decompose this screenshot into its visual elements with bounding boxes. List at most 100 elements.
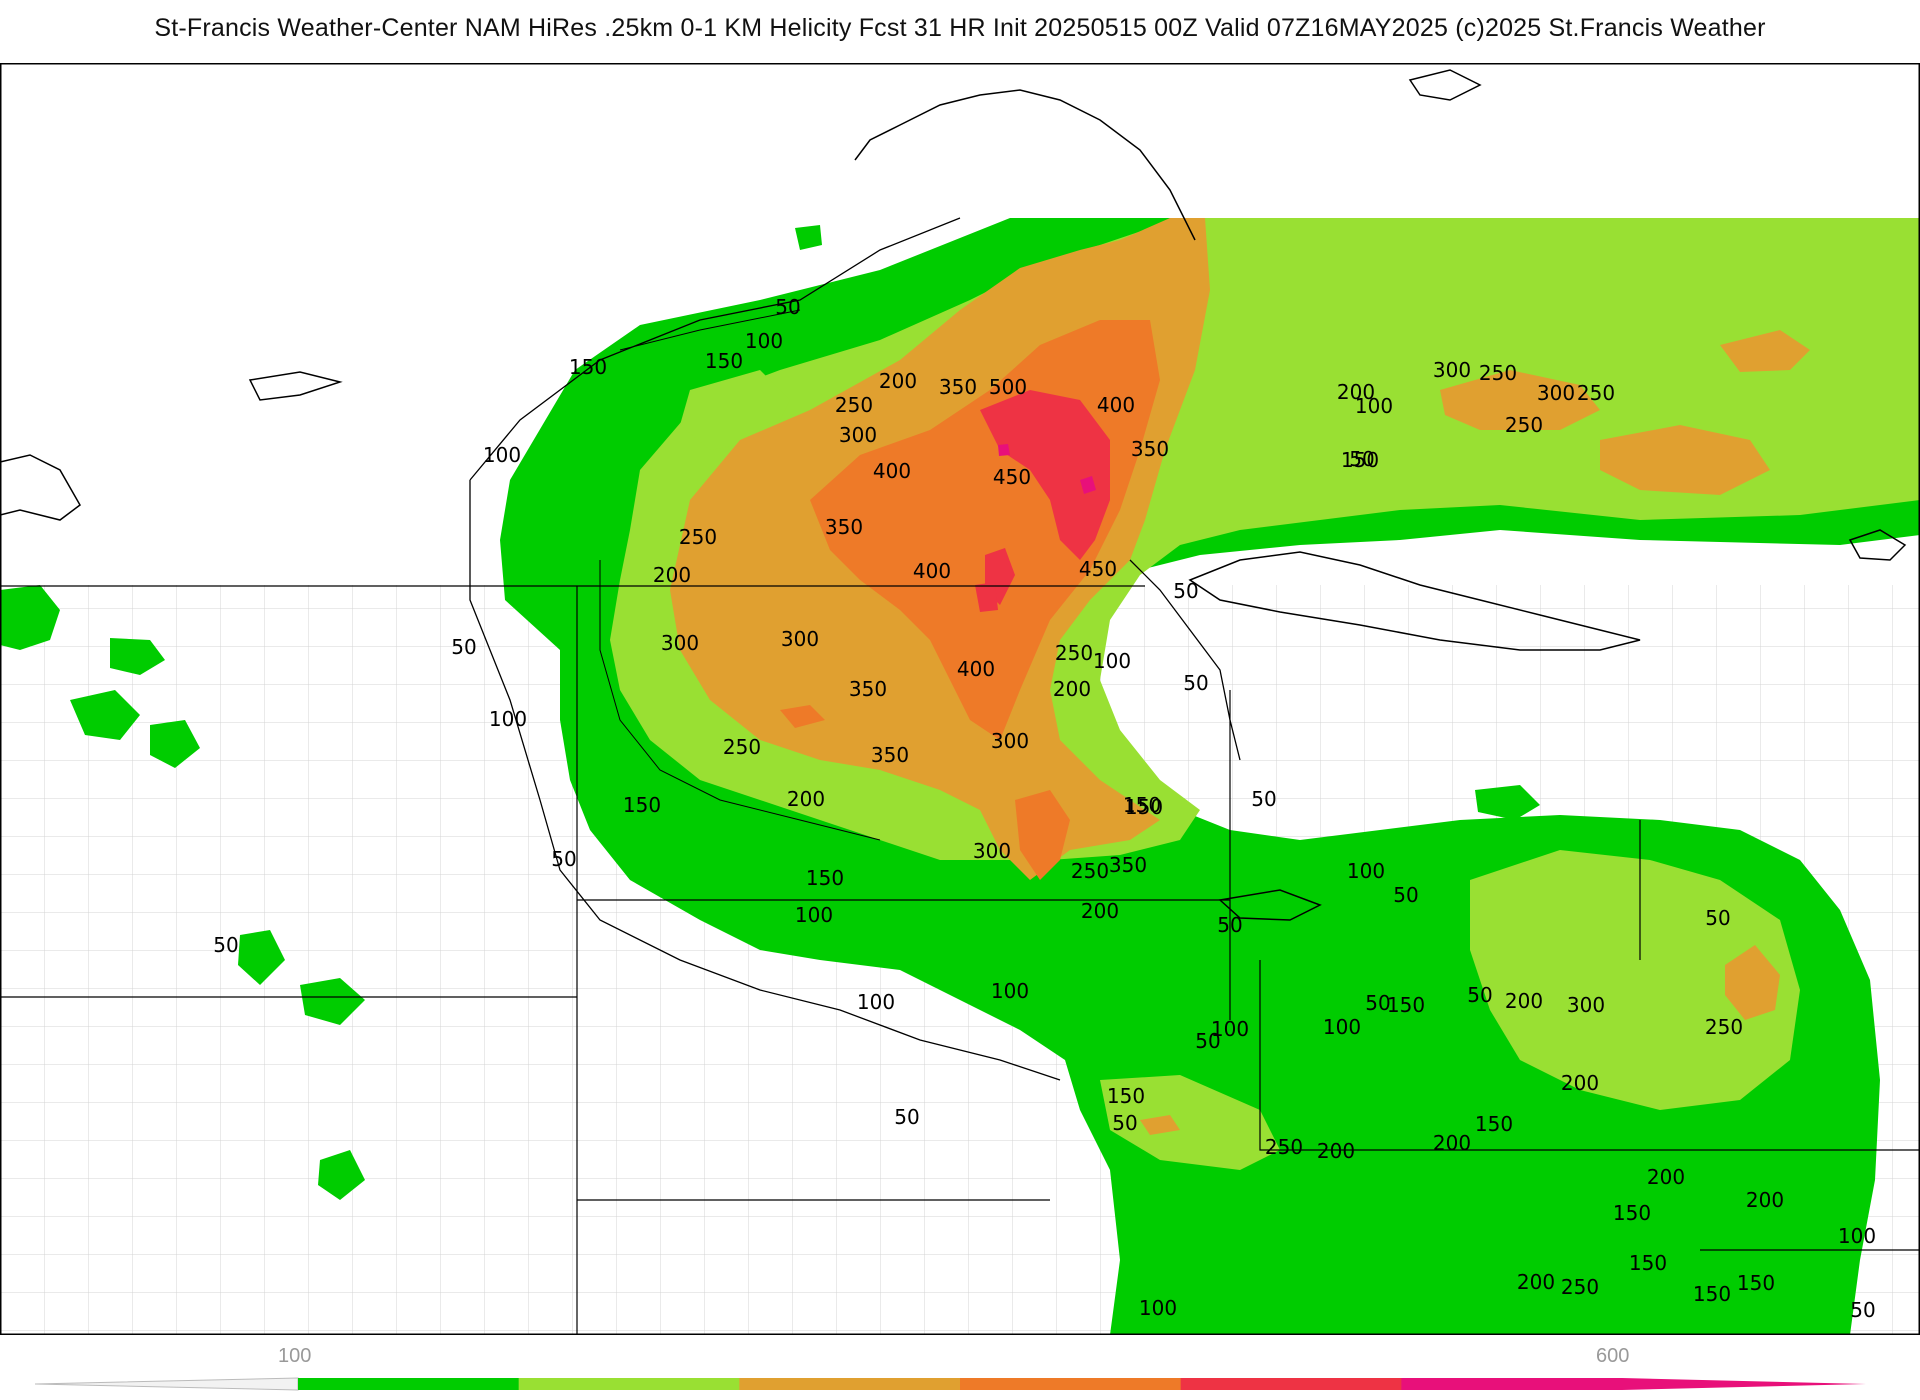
contour-label: 250 — [723, 735, 761, 759]
contour-line-150 — [599, 309, 881, 841]
contour-label: 300 — [661, 631, 699, 655]
helicity-band-500 — [980, 390, 1110, 560]
contour-label: 200 — [1433, 1131, 1471, 1155]
contour-label: 50 — [1850, 1298, 1875, 1322]
contour-label: 100 — [1211, 1017, 1249, 1041]
contour-label: 300 — [1537, 381, 1575, 405]
contour-label: 100 — [483, 443, 521, 467]
colorbar-tick-label: 100 — [278, 1345, 312, 1367]
contour-label: 150 — [1125, 795, 1163, 819]
contour-label: 200 — [1053, 677, 1091, 701]
contour-label: 350 — [1109, 853, 1147, 877]
contour-label: 200 — [1746, 1188, 1784, 1212]
contour-label: 100 — [795, 903, 833, 927]
helicity-blob-100g — [318, 1150, 365, 1200]
contour-label: 300 — [973, 839, 1011, 863]
contour-label: 50 — [1705, 906, 1730, 930]
helicity-blob-300d — [1725, 945, 1780, 1020]
helicity-blob-100a — [0, 585, 60, 650]
colorbar: 100 600 — [0, 1335, 1920, 1400]
helicity-blob-600a — [998, 444, 1010, 456]
contour-label: 200 — [1317, 1139, 1355, 1163]
helicity-blob-100f — [300, 978, 365, 1025]
contour-label: 250 — [1055, 641, 1093, 665]
contour-label: 100 — [1347, 859, 1385, 883]
contour-label: 100 — [1323, 1015, 1361, 1039]
contour-label: 300 — [1433, 358, 1471, 382]
contour-label: 100 — [857, 990, 895, 1014]
lake-outline-a — [248, 371, 343, 401]
contour-label: 150 — [569, 355, 607, 379]
contour-label: 50 — [1112, 1111, 1137, 1135]
contour-label: 200 — [879, 369, 917, 393]
colorbar-tick-label: 600 — [1596, 1345, 1630, 1367]
contour-label: 300 — [991, 729, 1029, 753]
contour-label: 100 — [1139, 1296, 1177, 1320]
contour-label: 400 — [913, 559, 951, 583]
map-panel[interactable]: 50 100 150 200 350 500 400 250 300 400 450 350 100 15… — [0, 63, 1920, 1335]
contour-label: 50 — [1217, 913, 1242, 937]
lake-outline-d — [1218, 889, 1322, 921]
contour-label: 150 — [1341, 448, 1379, 472]
contour-label: 450 — [993, 465, 1031, 489]
map-border — [0, 63, 1920, 1335]
contour-label: 100 — [1355, 394, 1393, 418]
contour-label: 50 — [1173, 579, 1198, 603]
contour-label: 200 — [653, 563, 691, 587]
colorbar-high-arrow — [1622, 1378, 1866, 1390]
colorbar-bin — [518, 1378, 740, 1390]
contour-label: 150 — [1693, 1282, 1731, 1306]
helicity-blob-100b — [70, 690, 140, 740]
contour-label: 100 — [489, 707, 527, 731]
helicity-blob-100d — [110, 638, 165, 675]
contour-label: 400 — [957, 657, 995, 681]
contour-label: 100 — [1093, 649, 1131, 673]
contour-label: 350 — [871, 743, 909, 767]
contour-label: 350 — [849, 677, 887, 701]
contour-line-50 — [469, 217, 1241, 1081]
contour-label: 200 — [787, 787, 825, 811]
contour-label: 250 — [1505, 413, 1543, 437]
helicity-blob-300c — [1720, 330, 1810, 372]
coastline — [0, 454, 81, 521]
contour-label: 50 — [451, 635, 476, 659]
helicity-blob-200a — [1470, 850, 1800, 1110]
helicity-blob-400a — [1015, 790, 1070, 880]
state-boundaries — [0, 585, 1920, 1335]
contour-label: 350 — [1131, 437, 1169, 461]
contour-label: 150 — [1629, 1251, 1667, 1275]
helicity-blob-200c — [680, 370, 790, 450]
contour-label: 50 — [1183, 671, 1208, 695]
colorbar-low-arrow — [34, 1377, 299, 1391]
contour-label: 100 — [745, 329, 783, 353]
page-title: St-Francis Weather-Center NAM HiRes .25k… — [154, 14, 1766, 42]
contour-label: 250 — [1705, 1015, 1743, 1039]
helicity-blob-100h — [795, 225, 822, 250]
state-line-6 — [1259, 960, 1920, 1151]
helicity-blob-400b — [780, 705, 825, 728]
colorbar-bin — [960, 1378, 1182, 1390]
contour-label: 200 — [1505, 989, 1543, 1013]
contour-label: 400 — [873, 459, 911, 483]
colorbar-bin — [739, 1378, 961, 1390]
contour-label: 50 — [775, 295, 800, 319]
contour-label: 200 — [1337, 380, 1375, 404]
contour-label: 250 — [835, 393, 873, 417]
colorbar-bin — [1180, 1378, 1402, 1390]
contour-label: 250 — [1479, 361, 1517, 385]
contour-label: 250 — [1265, 1135, 1303, 1159]
contour-label: 150 — [1613, 1201, 1651, 1225]
contour-label: 50 — [551, 847, 576, 871]
contour-label: 250 — [1577, 381, 1615, 405]
helicity-band-600 — [1080, 476, 1096, 494]
contour-label: 450 — [1079, 557, 1117, 581]
contour-label: 50 — [1251, 787, 1276, 811]
contour-label: 150 — [705, 349, 743, 373]
contour-label: 50 — [894, 1105, 919, 1129]
contour-label: 250 — [679, 525, 717, 549]
hudson-bay-coast — [854, 89, 1196, 241]
contour-label: 150 — [806, 866, 844, 890]
helicity-blob-500b — [975, 582, 998, 612]
helicity-field — [0, 217, 1920, 1335]
contour-label: 150 — [1107, 1084, 1145, 1108]
